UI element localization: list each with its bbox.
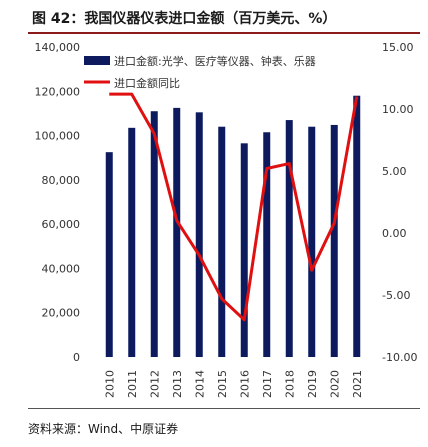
bar [285,120,293,357]
left-axis-tick-label: 100,000 [35,130,81,143]
chart-title: 图 42：我国仪器仪表进口金额（百万美元、%） [32,11,337,27]
x-axis-tick-label: 2020 [328,370,341,398]
left-axis-tick-label: 40,000 [42,262,81,275]
x-axis-tick-label: 2015 [216,370,229,398]
right-axis-tick-label: 0.00 [382,227,407,240]
right-axis-tick-label: 5.00 [382,165,407,178]
bar [218,126,226,357]
yoy-line [109,92,359,322]
bar [173,107,181,358]
bar [330,124,338,357]
x-axis-tick-label: 2017 [261,370,274,398]
source-rule [28,408,420,409]
bar [353,95,361,357]
x-axis-tick-label: 2019 [306,370,319,398]
source-note: 资料来源：Wind、中原证券 [28,422,179,436]
x-axis-tick-label: 2012 [148,370,161,398]
bar [263,132,271,357]
left-axis-tick-label: 140,000 [35,41,81,54]
left-axis-tick-label: 0 [73,351,80,364]
x-axis-tick-label: 2016 [238,370,251,398]
right-axis-tick-label: -5.00 [382,289,410,302]
right-axis-tick-label: 15.00 [382,41,414,54]
bar [240,143,248,357]
legend-bar-swatch [84,56,110,65]
legend-bar-label: 进口金额:光学、医疗等仪器、钟表、乐器 [114,54,316,68]
left-axis-tick-label: 60,000 [42,218,81,231]
x-axis-tick-label: 2018 [283,370,296,398]
bar [195,112,203,357]
right-axis-tick-label: -10.00 [382,351,417,364]
x-axis-tick-label: 2013 [171,370,184,398]
bar [150,111,158,357]
title-rule [28,32,420,34]
x-axis-tick-label: 2014 [193,370,206,398]
x-axis-tick-label: 2010 [103,370,116,398]
x-axis-tick-label: 2021 [351,370,364,398]
x-axis-tick-label: 2011 [126,370,139,398]
legend-line-label: 进口金额同比 [114,76,180,90]
bar [128,127,136,357]
left-axis-tick-label: 80,000 [42,174,81,187]
left-axis-tick-label: 120,000 [35,85,81,98]
bar [105,152,113,357]
right-axis-tick-label: 10.00 [382,103,414,116]
bar [308,126,316,357]
left-axis-tick-label: 20,000 [42,307,81,320]
